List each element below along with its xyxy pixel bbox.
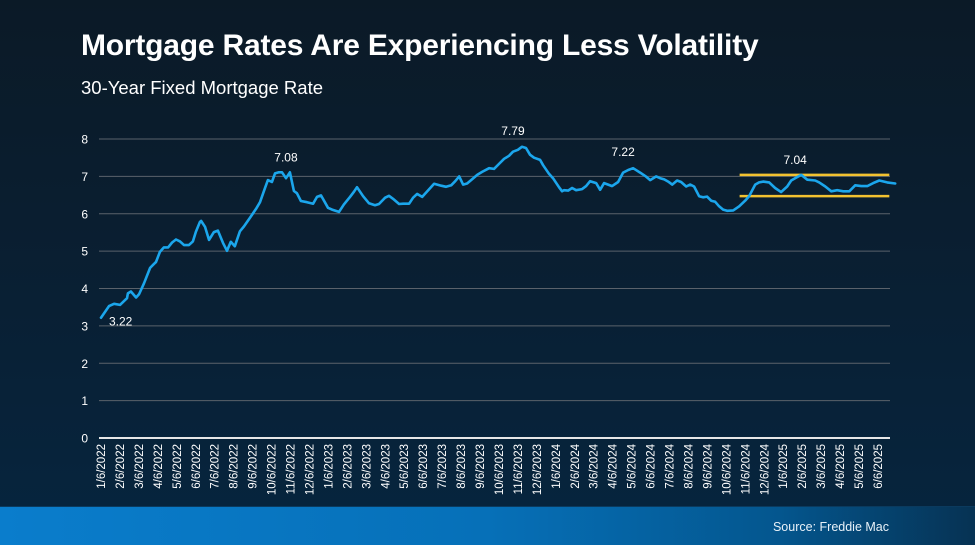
line-chart: 0 1 2 3 4 5 6 7 8 1/6/2022 2/6/2022 3/6/2022 4/6/20… bbox=[81, 124, 897, 495]
y-axis-ticks: 0 1 2 3 4 5 6 7 8 bbox=[81, 133, 88, 446]
reference-band bbox=[739, 173, 890, 198]
x-tick-label: 3/6/2025 bbox=[816, 444, 828, 489]
data-label: 7.22 bbox=[611, 145, 635, 159]
x-tick-label: 7/6/2022 bbox=[210, 444, 222, 489]
x-tick-label: 8/6/2023 bbox=[456, 444, 468, 489]
x-tick-label: 5/6/2023 bbox=[399, 444, 411, 489]
x-tick-label: 3/6/2024 bbox=[589, 443, 601, 488]
x-tick-label: 5/6/2024 bbox=[627, 443, 639, 488]
annotations: 3.22 7.08 7.79 7.22 7.04 bbox=[109, 124, 807, 329]
y-tick-label: 5 bbox=[81, 245, 88, 259]
x-tick-label: 1/6/2025 bbox=[778, 444, 790, 489]
x-tick-label: 4/6/2024 bbox=[608, 443, 620, 488]
x-tick-label: 6/6/2022 bbox=[191, 444, 203, 489]
x-tick-label: 1/6/2022 bbox=[96, 444, 108, 489]
x-tick-label: 9/6/2024 bbox=[702, 443, 714, 488]
x-tick-label: 2/6/2025 bbox=[797, 444, 809, 489]
x-tick-label: 7/6/2023 bbox=[437, 444, 449, 489]
data-label: 7.04 bbox=[783, 153, 807, 167]
x-tick-label: 5/6/2022 bbox=[172, 444, 184, 489]
chart-subtitle: 30-Year Fixed Mortgage Rate bbox=[81, 77, 324, 98]
x-tick-label: 11/6/2022 bbox=[286, 444, 298, 494]
x-tick-label: 2/6/2022 bbox=[115, 444, 127, 489]
y-tick-label: 8 bbox=[81, 133, 88, 147]
x-tick-label: 10/6/2022 bbox=[267, 444, 279, 495]
x-tick-label: 10/6/2024 bbox=[721, 443, 733, 495]
y-tick-label: 1 bbox=[81, 394, 88, 408]
x-tick-label: 3/6/2022 bbox=[134, 444, 146, 489]
x-tick-label: 4/6/2025 bbox=[835, 444, 847, 489]
x-tick-label: 9/6/2022 bbox=[248, 444, 260, 489]
x-tick-label: 9/6/2023 bbox=[475, 444, 487, 489]
y-tick-label: 6 bbox=[81, 207, 88, 221]
gridlines bbox=[99, 138, 890, 439]
x-tick-label: 6/6/2024 bbox=[646, 443, 658, 488]
series-layer bbox=[99, 145, 897, 320]
x-tick-label: 11/6/2024 bbox=[740, 443, 752, 494]
x-tick-label: 2/6/2023 bbox=[342, 444, 354, 489]
x-tick-label: 1/6/2024 bbox=[551, 443, 563, 488]
x-tick-label: 8/6/2022 bbox=[229, 444, 241, 489]
x-tick-label: 12/6/2023 bbox=[532, 444, 544, 495]
x-tick-label: 12/6/2024 bbox=[759, 443, 771, 495]
x-tick-label: 12/6/2022 bbox=[304, 444, 316, 495]
y-tick-label: 4 bbox=[81, 282, 88, 296]
x-tick-label: 8/6/2024 bbox=[683, 443, 695, 488]
y-tick-label: 7 bbox=[81, 170, 88, 184]
x-tick-label: 7/6/2024 bbox=[665, 443, 677, 488]
footer-band: Source: Freddie Mac bbox=[0, 506, 975, 545]
x-tick-label: 1/6/2023 bbox=[323, 444, 335, 489]
y-tick-label: 2 bbox=[81, 357, 88, 371]
x-tick-label: 2/6/2024 bbox=[570, 443, 582, 488]
chart-title: Mortgage Rates Are Experiencing Less Vol… bbox=[81, 29, 759, 62]
y-tick-label: 3 bbox=[81, 319, 88, 333]
x-tick-label: 3/6/2023 bbox=[361, 444, 373, 489]
data-label: 3.22 bbox=[109, 315, 133, 329]
x-axis-ticks: 1/6/2022 2/6/2022 3/6/2022 4/6/2022 5/6/2022… bbox=[96, 443, 885, 495]
data-label: 7.79 bbox=[501, 124, 525, 138]
series-line bbox=[99, 145, 897, 320]
x-tick-label: 6/6/2023 bbox=[418, 444, 430, 489]
y-tick-label: 0 bbox=[81, 432, 88, 446]
data-label: 7.08 bbox=[274, 150, 298, 164]
source-note: Source: Freddie Mac bbox=[772, 520, 889, 534]
x-tick-label: 5/6/2025 bbox=[854, 444, 866, 489]
x-tick-label: 4/6/2023 bbox=[380, 444, 392, 489]
x-tick-label: 6/6/2025 bbox=[873, 444, 885, 489]
x-tick-label: 4/6/2022 bbox=[153, 444, 165, 489]
x-tick-label: 11/6/2023 bbox=[513, 444, 525, 494]
x-tick-label: 10/6/2023 bbox=[494, 444, 506, 495]
